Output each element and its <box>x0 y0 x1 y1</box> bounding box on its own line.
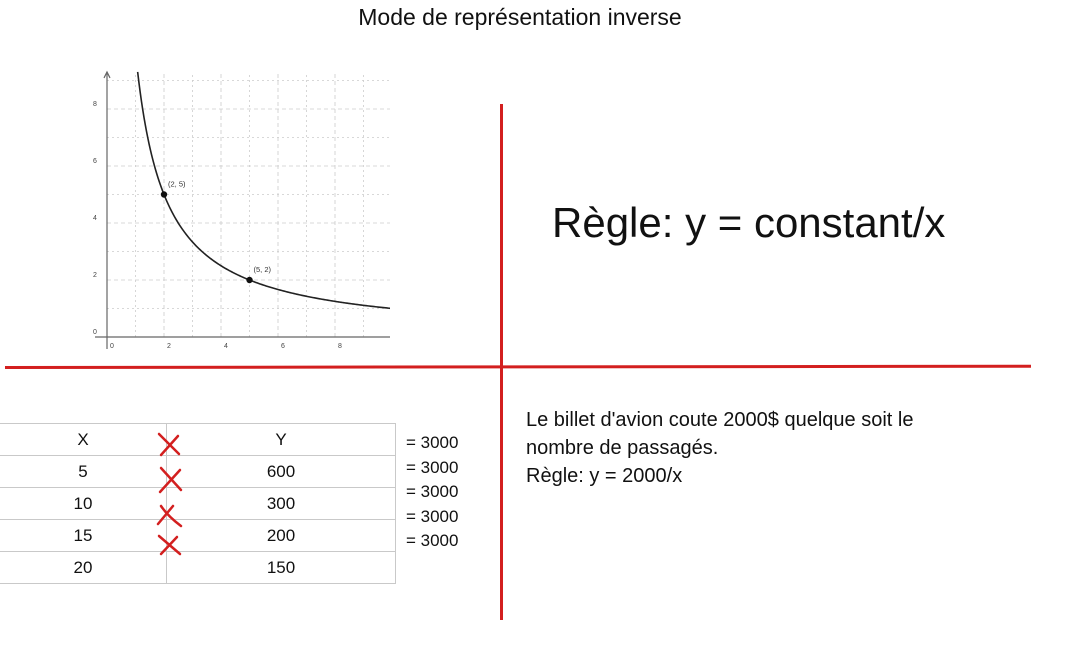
x-tick-label: 8 <box>338 343 342 350</box>
cell-y: 200 <box>166 519 396 552</box>
x-tick-label: 4 <box>224 343 228 350</box>
y-tick-label: 4 <box>93 215 97 222</box>
table-row: 20 150 <box>0 551 396 584</box>
product-list: = 3000 = 3000 = 3000 = 3000 = 3000 <box>406 431 458 554</box>
description-rule: Règle: y = 2000/x <box>526 465 683 487</box>
cross-marks <box>156 432 183 556</box>
product-value: = 3000 <box>406 482 459 501</box>
vertical-divider <box>500 104 503 620</box>
table-row: 10 300 <box>0 487 396 520</box>
description-line: Le billet d'avion coute 2000$ quelque so… <box>526 409 914 431</box>
page-title: Mode de représentation inverse <box>358 4 682 30</box>
y-axis-arrow <box>103 70 111 79</box>
table-row: 15 200 <box>0 519 396 552</box>
x-tick-label: 6 <box>281 343 285 350</box>
cross-mark-icon <box>158 466 183 494</box>
data-point <box>246 276 253 284</box>
y-tick-label: 2 <box>93 272 97 279</box>
cross-mark-icon <box>157 432 181 457</box>
inverse-graph: 0 2 4 6 8 0 2 4 6 8 (2, 5) (5, 2) <box>93 70 390 350</box>
cell-x: 5 <box>0 455 167 488</box>
product-value: = 3000 <box>406 531 459 550</box>
description: Le billet d'avion coute 2000$ quelque so… <box>526 406 913 490</box>
series-line-inverse <box>136 71 390 310</box>
description-line: nombre de passagés. <box>526 437 719 459</box>
product-value: = 3000 <box>406 433 459 452</box>
x-tick-label: 2 <box>167 343 171 350</box>
grid-lines <box>107 71 390 337</box>
y-tick-label: 0 <box>93 329 97 336</box>
x-tick-label: 0 <box>110 343 114 350</box>
cell-y: 300 <box>166 487 396 520</box>
rule-heading: Règle: y = constant/x <box>552 199 946 246</box>
data-point <box>160 191 168 198</box>
cell-y: 600 <box>166 455 396 488</box>
table-row: 5 600 <box>0 455 396 488</box>
data-points: (2, 5) (5, 2) <box>160 180 272 284</box>
y-tick-label: 8 <box>93 101 97 108</box>
tick-labels: 0 2 4 6 8 0 2 4 6 8 <box>93 101 342 350</box>
axes <box>95 70 390 349</box>
header-x: X <box>0 423 167 456</box>
cell-x: 15 <box>0 519 167 552</box>
cross-mark-icon <box>157 534 182 556</box>
product-value: = 3000 <box>406 457 459 477</box>
cell-x: 10 <box>0 487 167 520</box>
point-label: (5, 2) <box>254 265 272 274</box>
point-label: (2, 5) <box>168 180 186 189</box>
y-tick-label: 6 <box>93 158 97 165</box>
product-value: = 3000 <box>406 506 459 526</box>
xy-table: X Y 5 600 10 300 15 200 20 150 <box>0 423 396 584</box>
table-header-row: X Y <box>0 423 396 456</box>
cell-y: 150 <box>166 551 396 584</box>
cell-x: 20 <box>0 551 167 584</box>
cross-mark-icon <box>156 504 183 528</box>
header-y: Y <box>166 423 396 456</box>
horizontal-divider <box>4 364 1032 369</box>
